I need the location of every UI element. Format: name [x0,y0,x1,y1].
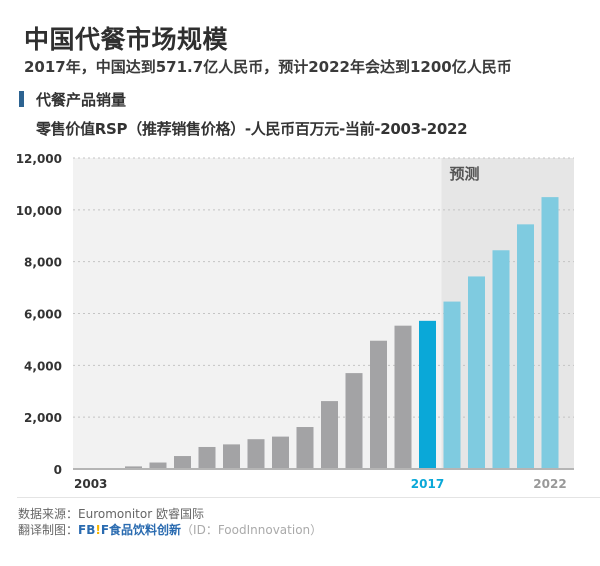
credit-id: （ID：FoodInnovation） [181,523,323,537]
credit-label: 翻译制图： [18,523,79,537]
bar-2018 [443,301,461,469]
bar-2016 [394,325,412,469]
x-tick-label: 2003 [74,477,107,491]
chart-description: 零售价值RSP（推荐销售价格）-人民币百万元-当前-2003-2022 [36,120,468,138]
source-value: Euromonitor 欧睿国际 [78,507,204,521]
bar-2006 [149,462,167,469]
bar-2017 [419,320,436,469]
bar-chart: 预测 0 2,000 4,000 6,000 8,000 10,000 12,000 200… [16,152,574,491]
bar-2015 [370,340,387,469]
chart-section-title: 代餐产品销量 [36,91,127,109]
bar-2019 [468,276,485,469]
y-tick-label: 10,000 [16,204,62,218]
forecast-label: 预测 [450,165,480,183]
y-tick-label: 12,000 [16,152,62,166]
bar-2014 [345,373,363,469]
brand-logo-bang: ! [95,523,101,537]
y-tick-label: 0 [54,463,62,477]
bar-2011 [272,436,289,469]
page-subtitle: 2017年，中国达到571.7亿人民币，预计2022年会达到1200亿人民币 [24,58,512,76]
y-tick-label: 8,000 [24,256,62,270]
x-tick-label: 2017 [411,477,444,491]
footer-divider [17,497,600,498]
y-axis-ticks: 0 2,000 4,000 6,000 8,000 10,000 12,000 [16,152,62,477]
bar-2020 [492,250,510,469]
y-tick-label: 6,000 [24,308,62,322]
section-marker [19,91,24,107]
page-title: 中国代餐市场规模 [24,25,229,54]
bar-2007 [174,456,191,469]
brand-logo-name: F食品饮料创新 [100,523,182,537]
bar-2022 [541,197,559,470]
bar-2009 [223,444,240,469]
x-tick-label: 2022 [533,477,566,491]
source-line: 数据来源：Euromonitor 欧睿国际 [18,505,204,522]
y-tick-label: 4,000 [24,359,62,373]
x-axis-ticks: 2003 2017 2022 [74,477,567,491]
y-tick-label: 2,000 [24,411,62,425]
bar-2021 [517,224,534,469]
bar-2008 [198,446,216,469]
bar-2010 [247,439,265,469]
credit-line: 翻译制图：FB!F食品饮料创新（ID：FoodInnovation） [18,521,322,538]
bar-2005 [125,466,142,469]
brand-logo-fb: FB [78,523,96,537]
source-label: 数据来源： [18,507,79,521]
bar-2012 [296,427,314,469]
bars [76,197,559,470]
bar-2013 [321,401,338,469]
